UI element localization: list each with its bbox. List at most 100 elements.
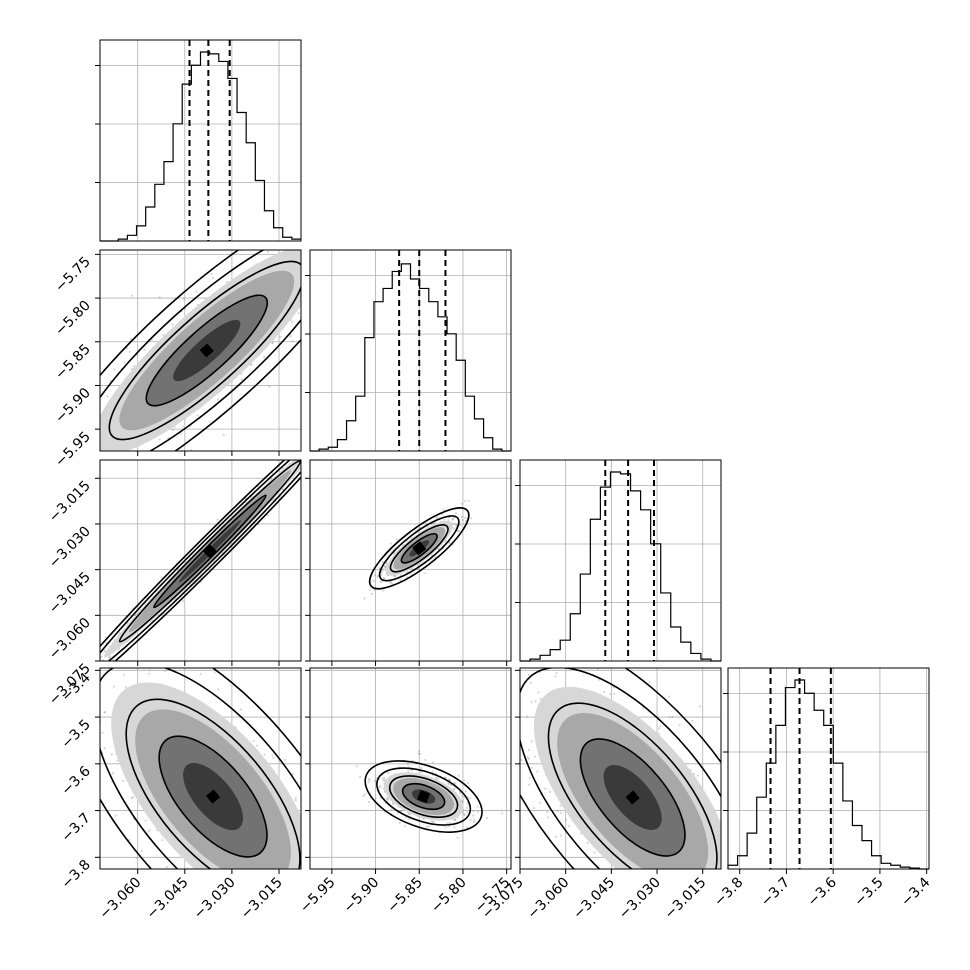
sample-point bbox=[309, 951, 311, 953]
sample-point bbox=[459, 524, 462, 527]
sample-point bbox=[546, 810, 549, 813]
sample-point bbox=[696, 920, 698, 922]
sample-point bbox=[382, 577, 385, 580]
sample-point bbox=[305, 315, 307, 317]
sample-point bbox=[383, 565, 386, 568]
sample-point bbox=[432, 820, 435, 823]
sample-point bbox=[476, 805, 479, 809]
sample-point bbox=[160, 576, 163, 579]
sample-point bbox=[408, 818, 411, 821]
contour-3 bbox=[520, 668, 721, 869]
sample-point bbox=[369, 588, 372, 591]
sample-point bbox=[382, 779, 385, 782]
contour-3 bbox=[100, 668, 301, 869]
y-tick-label: −3.030 bbox=[46, 523, 94, 571]
sample-point bbox=[549, 790, 552, 793]
sample-point bbox=[112, 685, 115, 688]
x-tick-label: −5.80 bbox=[428, 875, 470, 917]
sample-point bbox=[564, 818, 568, 821]
sample-point bbox=[681, 886, 683, 888]
sample-point bbox=[158, 296, 161, 299]
sample-point bbox=[291, 321, 294, 324]
sample-point bbox=[87, 692, 89, 694]
sample-point bbox=[250, 928, 252, 930]
sample-point bbox=[449, 779, 452, 782]
sample-point bbox=[327, 432, 329, 434]
sample-point bbox=[476, 810, 479, 813]
sample-point bbox=[338, 429, 340, 431]
sample-point bbox=[556, 810, 559, 813]
histogram-3 bbox=[727, 679, 929, 870]
sample-point bbox=[683, 874, 685, 876]
sample-point bbox=[287, 899, 289, 901]
sample-point bbox=[448, 516, 451, 519]
sample-point bbox=[469, 517, 473, 520]
sample-point bbox=[381, 568, 384, 571]
sample-point bbox=[110, 753, 113, 756]
sample-point bbox=[514, 687, 516, 689]
sample-point bbox=[711, 925, 713, 927]
sample-point bbox=[96, 409, 98, 411]
contour-2 bbox=[100, 460, 301, 661]
sample-point bbox=[528, 776, 531, 779]
x-tick-label: −3.7 bbox=[758, 875, 793, 910]
sample-point bbox=[284, 908, 286, 910]
sample-point bbox=[378, 566, 381, 570]
y-tick-label: −3.060 bbox=[46, 615, 94, 663]
sample-point bbox=[106, 607, 108, 609]
sample-point bbox=[94, 664, 96, 666]
sample-point bbox=[399, 579, 402, 582]
sample-point bbox=[746, 874, 748, 876]
sample-point bbox=[103, 711, 106, 714]
sample-point bbox=[310, 242, 312, 244]
sample-point bbox=[661, 924, 663, 926]
sample-point bbox=[279, 920, 281, 922]
sample-point bbox=[326, 434, 328, 436]
sample-point bbox=[321, 441, 323, 443]
sample-point bbox=[327, 436, 329, 438]
sample-point bbox=[268, 933, 270, 935]
sample-point bbox=[122, 779, 125, 782]
y-tick-label: −3.6 bbox=[58, 763, 93, 798]
sample-point bbox=[373, 588, 376, 591]
sample-point bbox=[656, 895, 658, 897]
x-tick-label: −5.85 bbox=[384, 875, 426, 917]
histogram-panel-1 bbox=[305, 249, 512, 452]
sample-point bbox=[424, 572, 427, 575]
sample-point bbox=[613, 692, 616, 695]
sample-point bbox=[162, 334, 165, 337]
contour-1 bbox=[118, 460, 301, 643]
sample-point bbox=[451, 518, 454, 521]
sample-point bbox=[463, 500, 466, 503]
axes-frame bbox=[99, 249, 302, 452]
sample-point bbox=[455, 524, 458, 527]
sample-point bbox=[117, 486, 119, 488]
sample-point bbox=[729, 820, 731, 822]
sample-point bbox=[390, 808, 393, 811]
contour-1 bbox=[388, 775, 459, 818]
sample-point bbox=[268, 910, 270, 912]
sample-point bbox=[263, 753, 266, 756]
sample-point bbox=[304, 818, 306, 820]
sample-point bbox=[291, 246, 293, 248]
sample-point bbox=[534, 647, 536, 649]
sample-point bbox=[164, 669, 167, 673]
sample-point bbox=[320, 452, 322, 454]
sample-point bbox=[381, 561, 384, 564]
x-tick-label: −3.060 bbox=[97, 875, 145, 923]
histogram-panel-3 bbox=[723, 667, 930, 870]
contour-2 bbox=[100, 250, 301, 451]
sample-point bbox=[463, 813, 466, 816]
sample-point bbox=[395, 538, 398, 541]
sample-point bbox=[641, 707, 645, 710]
sample-point bbox=[268, 903, 270, 905]
sample-point bbox=[112, 658, 115, 661]
sample-point bbox=[453, 787, 456, 790]
histogram-0 bbox=[100, 51, 301, 242]
sample-point bbox=[740, 790, 742, 792]
sample-point bbox=[632, 884, 634, 886]
sample-point bbox=[243, 899, 245, 901]
sample-point bbox=[453, 781, 456, 785]
y-tick-label: −5.80 bbox=[52, 298, 94, 340]
sample-point bbox=[76, 745, 78, 747]
